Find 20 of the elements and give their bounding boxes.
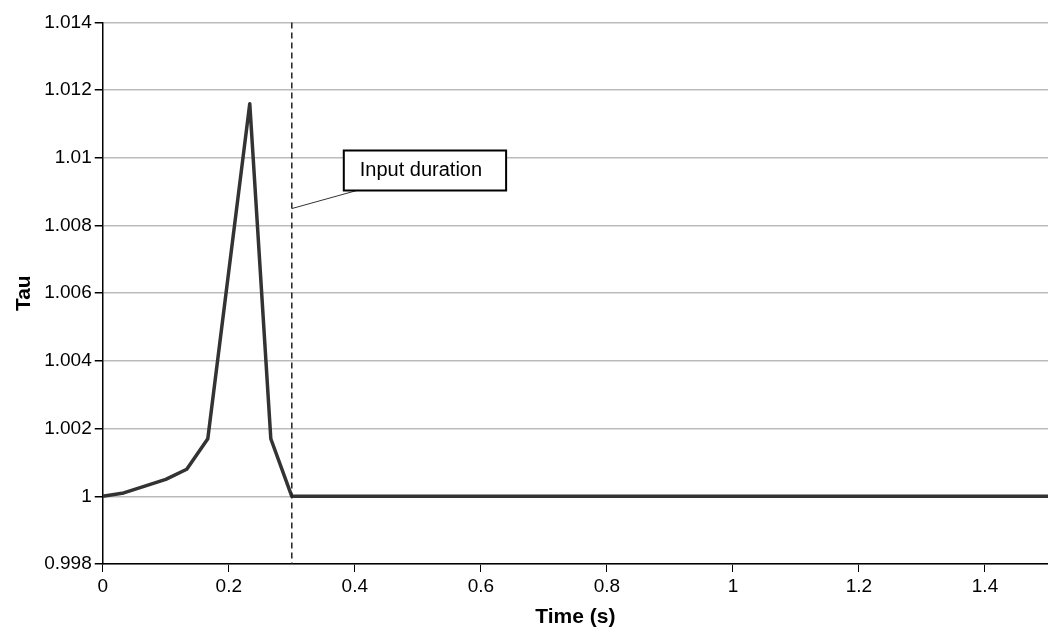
x-tick-label: 0.4: [341, 574, 369, 596]
y-tick-label: 1.006: [44, 281, 92, 303]
y-tick-label: 1.008: [44, 213, 92, 235]
y-tick-label: 1.01: [54, 146, 92, 168]
x-tick-label: 1: [727, 574, 739, 596]
annotation: Input duration: [359, 158, 483, 181]
y-tick-label: 1.004: [44, 349, 93, 371]
x-tick-label: 1.4: [971, 574, 999, 596]
y-tick-label: 0.998: [44, 552, 92, 574]
x-tick-label: 0.2: [215, 574, 242, 596]
y-tick-label: 1.002: [44, 416, 92, 438]
x-tick-label: 1.2: [845, 574, 873, 596]
x-tick-label: 0: [97, 574, 109, 596]
y-tick-label: 1.012: [44, 78, 92, 100]
y-axis-title: Tau: [11, 275, 35, 312]
x-tick-label: 0.8: [593, 574, 621, 596]
x-tick-label: 0.6: [467, 574, 495, 596]
y-tick-label: 1: [81, 484, 92, 506]
y-tick-label: 1.014: [44, 10, 93, 32]
x-axis-title: Time (s): [535, 604, 616, 628]
